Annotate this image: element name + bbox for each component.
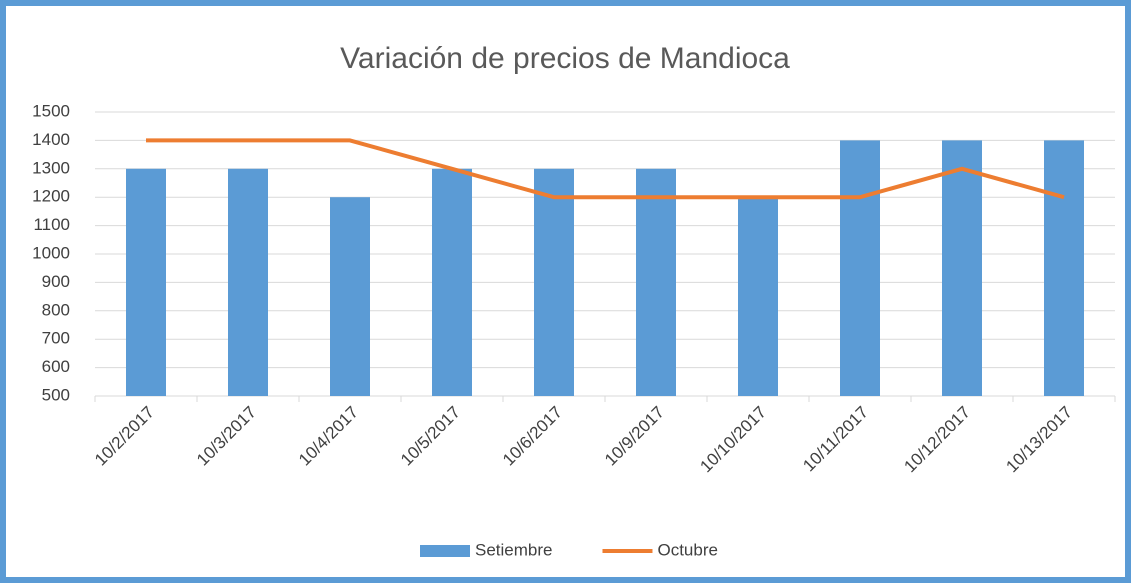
- y-tick-label: 900: [42, 272, 70, 291]
- legend-label: Octubre: [657, 540, 717, 559]
- bar: [432, 168, 472, 396]
- bar: [1044, 140, 1084, 396]
- bar: [636, 168, 676, 396]
- bar: [126, 168, 166, 396]
- bar: [942, 140, 982, 396]
- y-tick-label: 700: [42, 329, 70, 348]
- bar: [534, 168, 574, 396]
- bar: [330, 197, 370, 396]
- bar: [228, 168, 268, 396]
- y-tick-label: 500: [42, 385, 70, 404]
- y-tick-label: 1000: [32, 243, 70, 262]
- y-tick-label: 1500: [32, 101, 70, 120]
- y-tick-label: 1200: [32, 187, 70, 206]
- y-tick-label: 1100: [33, 215, 70, 234]
- y-tick-label: 1400: [32, 130, 70, 149]
- y-tick-label: 800: [42, 300, 70, 319]
- legend-swatch: [420, 545, 470, 557]
- bar: [738, 197, 778, 396]
- chart-title: Variación de precios de Mandioca: [340, 42, 790, 75]
- legend-label: Setiembre: [475, 540, 552, 559]
- y-tick-label: 600: [42, 357, 70, 376]
- line-series: [146, 138, 1065, 200]
- y-tick-label: 1300: [32, 158, 70, 177]
- bar: [840, 140, 880, 396]
